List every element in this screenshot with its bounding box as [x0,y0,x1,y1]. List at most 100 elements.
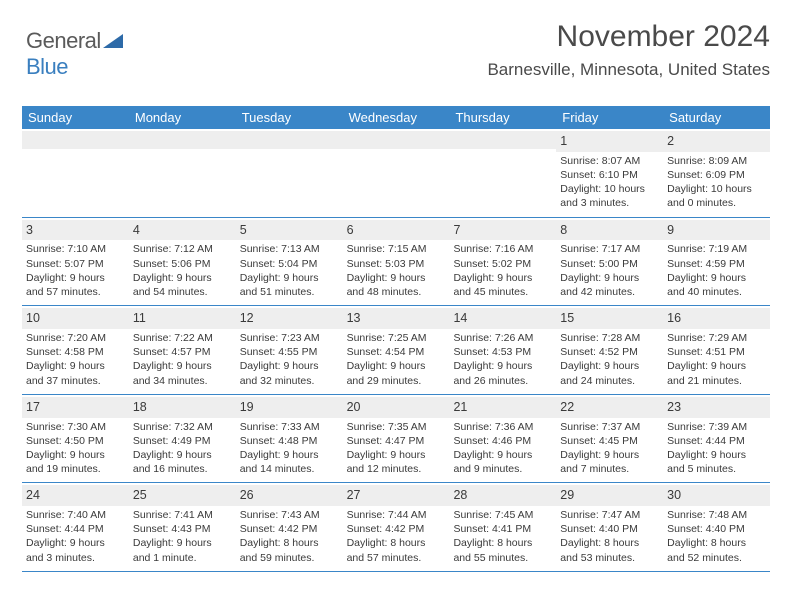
day-number: 16 [663,308,770,329]
day-number: 28 [449,485,556,506]
calendar-day-cell: 24Sunrise: 7:40 AMSunset: 4:44 PMDayligh… [22,483,129,571]
sunset-text: Sunset: 4:45 PM [560,434,659,448]
sunset-text: Sunset: 4:42 PM [347,522,446,536]
daylight-text: Daylight: 9 hours and 57 minutes. [26,271,125,299]
day-number: 5 [236,220,343,241]
sunrise-text: Sunrise: 8:07 AM [560,154,659,168]
sunset-text: Sunset: 5:04 PM [240,257,339,271]
sunset-text: Sunset: 5:00 PM [560,257,659,271]
logo-text-1: General [26,28,101,53]
day-number: 9 [663,220,770,241]
calendar-day-cell: 25Sunrise: 7:41 AMSunset: 4:43 PMDayligh… [129,483,236,571]
daylight-text: Daylight: 9 hours and 9 minutes. [453,448,552,476]
daylight-text: Daylight: 9 hours and 24 minutes. [560,359,659,387]
day-number: 14 [449,308,556,329]
calendar-day-cell [343,129,450,217]
location-subtitle: Barnesville, Minnesota, United States [487,60,770,80]
calendar-day-cell: 14Sunrise: 7:26 AMSunset: 4:53 PMDayligh… [449,306,556,394]
sunrise-text: Sunrise: 7:48 AM [667,508,766,522]
calendar-day-cell: 6Sunrise: 7:15 AMSunset: 5:03 PMDaylight… [343,218,450,306]
daylight-text: Daylight: 9 hours and 54 minutes. [133,271,232,299]
weekday-header: Sunday [22,106,129,129]
sunrise-text: Sunrise: 7:35 AM [347,420,446,434]
day-number: 7 [449,220,556,241]
sunrise-text: Sunrise: 7:26 AM [453,331,552,345]
day-number: 29 [556,485,663,506]
calendar-day-cell: 20Sunrise: 7:35 AMSunset: 4:47 PMDayligh… [343,395,450,483]
sunrise-text: Sunrise: 7:28 AM [560,331,659,345]
calendar-day-cell: 5Sunrise: 7:13 AMSunset: 5:04 PMDaylight… [236,218,343,306]
daylight-text: Daylight: 9 hours and 21 minutes. [667,359,766,387]
sunset-text: Sunset: 4:59 PM [667,257,766,271]
calendar-day-cell: 16Sunrise: 7:29 AMSunset: 4:51 PMDayligh… [663,306,770,394]
sunset-text: Sunset: 4:44 PM [667,434,766,448]
day-number: 21 [449,397,556,418]
day-number [236,131,343,149]
logo: General Blue [26,28,123,80]
sunrise-text: Sunrise: 7:41 AM [133,508,232,522]
sunset-text: Sunset: 4:55 PM [240,345,339,359]
weekday-header: Monday [129,106,236,129]
calendar-day-cell: 28Sunrise: 7:45 AMSunset: 4:41 PMDayligh… [449,483,556,571]
calendar-day-cell: 26 Sunrise: 7:43 AMSunset: 4:42 PMDayligh… [236,483,343,571]
sunrise-text: Sunrise: 7:10 AM [26,242,125,256]
calendar-week-row: 24Sunrise: 7:40 AMSunset: 4:44 PMDayligh… [22,483,770,572]
sunrise-text: Sunrise: 7:22 AM [133,331,232,345]
daylight-text: Daylight: 9 hours and 7 minutes. [560,448,659,476]
daylight-text: Daylight: 9 hours and 12 minutes. [347,448,446,476]
daylight-text: Daylight: 9 hours and 32 minutes. [240,359,339,387]
sunset-text: Sunset: 4:42 PM [240,522,339,536]
day-number: 2 [663,131,770,152]
calendar-day-cell: 21Sunrise: 7:36 AMSunset: 4:46 PMDayligh… [449,395,556,483]
sunrise-text: Sunrise: 7:19 AM [667,242,766,256]
daylight-text: Daylight: 9 hours and 34 minutes. [133,359,232,387]
daylight-text: Daylight: 9 hours and 19 minutes. [26,448,125,476]
calendar-day-cell: 11Sunrise: 7:22 AMSunset: 4:57 PMDayligh… [129,306,236,394]
sunset-text: Sunset: 6:10 PM [560,168,659,182]
day-number: 13 [343,308,450,329]
day-number: 3 [22,220,129,241]
calendar-day-cell: 2Sunrise: 8:09 AMSunset: 6:09 PMDaylight… [663,129,770,217]
sunrise-text: Sunrise: 7:29 AM [667,331,766,345]
day-number: 10 [22,308,129,329]
day-number: 26 [236,485,343,506]
sunrise-text: Sunrise: 7:43 AM [240,508,339,522]
sunrise-text: Sunrise: 7:20 AM [26,331,125,345]
day-number: 1 [556,131,663,152]
sunset-text: Sunset: 5:02 PM [453,257,552,271]
day-number: 27 [343,485,450,506]
weekday-header: Thursday [449,106,556,129]
sunset-text: Sunset: 4:58 PM [26,345,125,359]
calendar-day-cell: 8Sunrise: 7:17 AMSunset: 5:00 PMDaylight… [556,218,663,306]
calendar-day-cell: 10 Sunrise: 7:20 AMSunset: 4:58 PMDayligh… [22,306,129,394]
day-number: 24 [22,485,129,506]
day-number [22,131,129,149]
daylight-text: Daylight: 9 hours and 3 minutes. [26,536,125,564]
sunrise-text: Sunrise: 7:16 AM [453,242,552,256]
day-number [343,131,450,149]
calendar-day-cell: 27 Sunrise: 7:44 AMSunset: 4:42 PMDayligh… [343,483,450,571]
day-number: 30 [663,485,770,506]
sunrise-text: Sunrise: 7:36 AM [453,420,552,434]
daylight-text: Daylight: 9 hours and 37 minutes. [26,359,125,387]
daylight-text: Daylight: 8 hours and 57 minutes. [347,536,446,564]
sunset-text: Sunset: 4:48 PM [240,434,339,448]
calendar-grid: Sunday Monday Tuesday Wednesday Thursday… [22,106,770,572]
calendar-day-cell [129,129,236,217]
daylight-text: Daylight: 9 hours and 5 minutes. [667,448,766,476]
calendar-day-cell: 7Sunrise: 7:16 AMSunset: 5:02 PMDaylight… [449,218,556,306]
calendar-day-cell: 12Sunrise: 7:23 AMSunset: 4:55 PMDayligh… [236,306,343,394]
logo-text-2: Blue [26,54,68,79]
day-number [449,131,556,149]
daylight-text: Daylight: 8 hours and 55 minutes. [453,536,552,564]
daylight-text: Daylight: 8 hours and 59 minutes. [240,536,339,564]
day-number [129,131,236,149]
sunset-text: Sunset: 4:40 PM [667,522,766,536]
daylight-text: Daylight: 8 hours and 53 minutes. [560,536,659,564]
calendar-day-cell: 13Sunrise: 7:25 AMSunset: 4:54 PMDayligh… [343,306,450,394]
daylight-text: Daylight: 9 hours and 29 minutes. [347,359,446,387]
sunrise-text: Sunrise: 7:40 AM [26,508,125,522]
calendar-day-cell [236,129,343,217]
weekday-header: Saturday [663,106,770,129]
sunrise-text: Sunrise: 7:44 AM [347,508,446,522]
